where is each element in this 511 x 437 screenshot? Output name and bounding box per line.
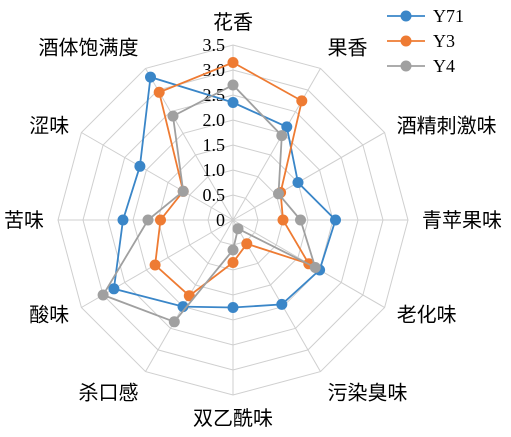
series-y71 xyxy=(108,71,341,313)
radial-tick-label: 1.0 xyxy=(203,160,226,180)
data-point xyxy=(142,214,154,226)
grid-spoke xyxy=(232,68,321,221)
data-point xyxy=(227,302,239,313)
data-point xyxy=(153,86,165,98)
radial-tick-label: 2.0 xyxy=(203,110,226,130)
legend-label: Y4 xyxy=(433,56,455,76)
axis-label: 苦味 xyxy=(4,208,44,232)
data-point xyxy=(277,214,289,226)
axis-label: 涩味 xyxy=(29,114,69,138)
legend: Y71 Y3 Y4 xyxy=(387,6,464,76)
data-point xyxy=(273,188,284,200)
data-point xyxy=(227,79,239,91)
series-layer xyxy=(97,57,341,328)
axis-label: 双乙酰味 xyxy=(193,406,273,430)
data-point xyxy=(276,298,288,310)
data-point xyxy=(227,57,239,68)
data-point xyxy=(232,223,244,235)
data-point xyxy=(167,110,179,122)
legend-item: Y4 xyxy=(387,56,455,76)
data-point xyxy=(227,97,239,108)
legend-marker xyxy=(400,60,412,72)
axis-label: 青苹果味 xyxy=(422,208,502,232)
axis-label: 酸味 xyxy=(29,303,69,327)
series-y4 xyxy=(97,79,321,328)
data-point xyxy=(108,283,120,295)
data-point xyxy=(309,262,321,273)
data-point xyxy=(149,259,161,271)
data-point xyxy=(134,160,146,172)
series-y3 xyxy=(149,57,315,302)
data-point xyxy=(145,71,156,83)
data-point xyxy=(117,214,129,226)
grid-spoke xyxy=(232,132,385,221)
radial-tick-labels: 00.51.01.52.02.53.03.5 xyxy=(203,35,226,230)
axis-label: 老化味 xyxy=(397,303,457,327)
legend-item: Y3 xyxy=(387,31,455,51)
legend-marker xyxy=(400,10,412,22)
axis-label: 花香 xyxy=(213,10,253,34)
legend-marker xyxy=(400,35,412,47)
data-point xyxy=(227,257,239,268)
data-point xyxy=(168,316,180,328)
data-point xyxy=(296,95,308,107)
grid-spoke xyxy=(81,132,234,221)
radial-tick-label: 0 xyxy=(216,210,225,230)
axis-label: 果香 xyxy=(328,35,368,59)
radial-tick-label: 1.5 xyxy=(203,135,226,155)
axis-label: 污染臭味 xyxy=(328,381,408,405)
data-point xyxy=(330,214,341,226)
axis-label: 杀口感 xyxy=(79,381,139,405)
data-point xyxy=(276,130,288,142)
radial-tick-label: 3.5 xyxy=(203,35,226,55)
axis-label: 酒精刺激味 xyxy=(397,114,497,138)
data-point xyxy=(177,301,189,313)
data-point xyxy=(292,177,304,188)
data-point xyxy=(183,290,195,302)
data-point xyxy=(177,185,189,197)
data-point xyxy=(227,244,239,256)
legend-label: Y71 xyxy=(433,6,464,26)
radial-tick-label: 0.5 xyxy=(203,185,226,205)
axis-label: 酒体饱满度 xyxy=(39,35,139,59)
data-point xyxy=(241,238,253,250)
legend-item: Y71 xyxy=(387,6,464,26)
data-point xyxy=(97,289,109,301)
data-point xyxy=(281,121,293,133)
legend-label: Y3 xyxy=(433,31,455,51)
data-point xyxy=(295,214,306,226)
data-point xyxy=(155,214,166,226)
